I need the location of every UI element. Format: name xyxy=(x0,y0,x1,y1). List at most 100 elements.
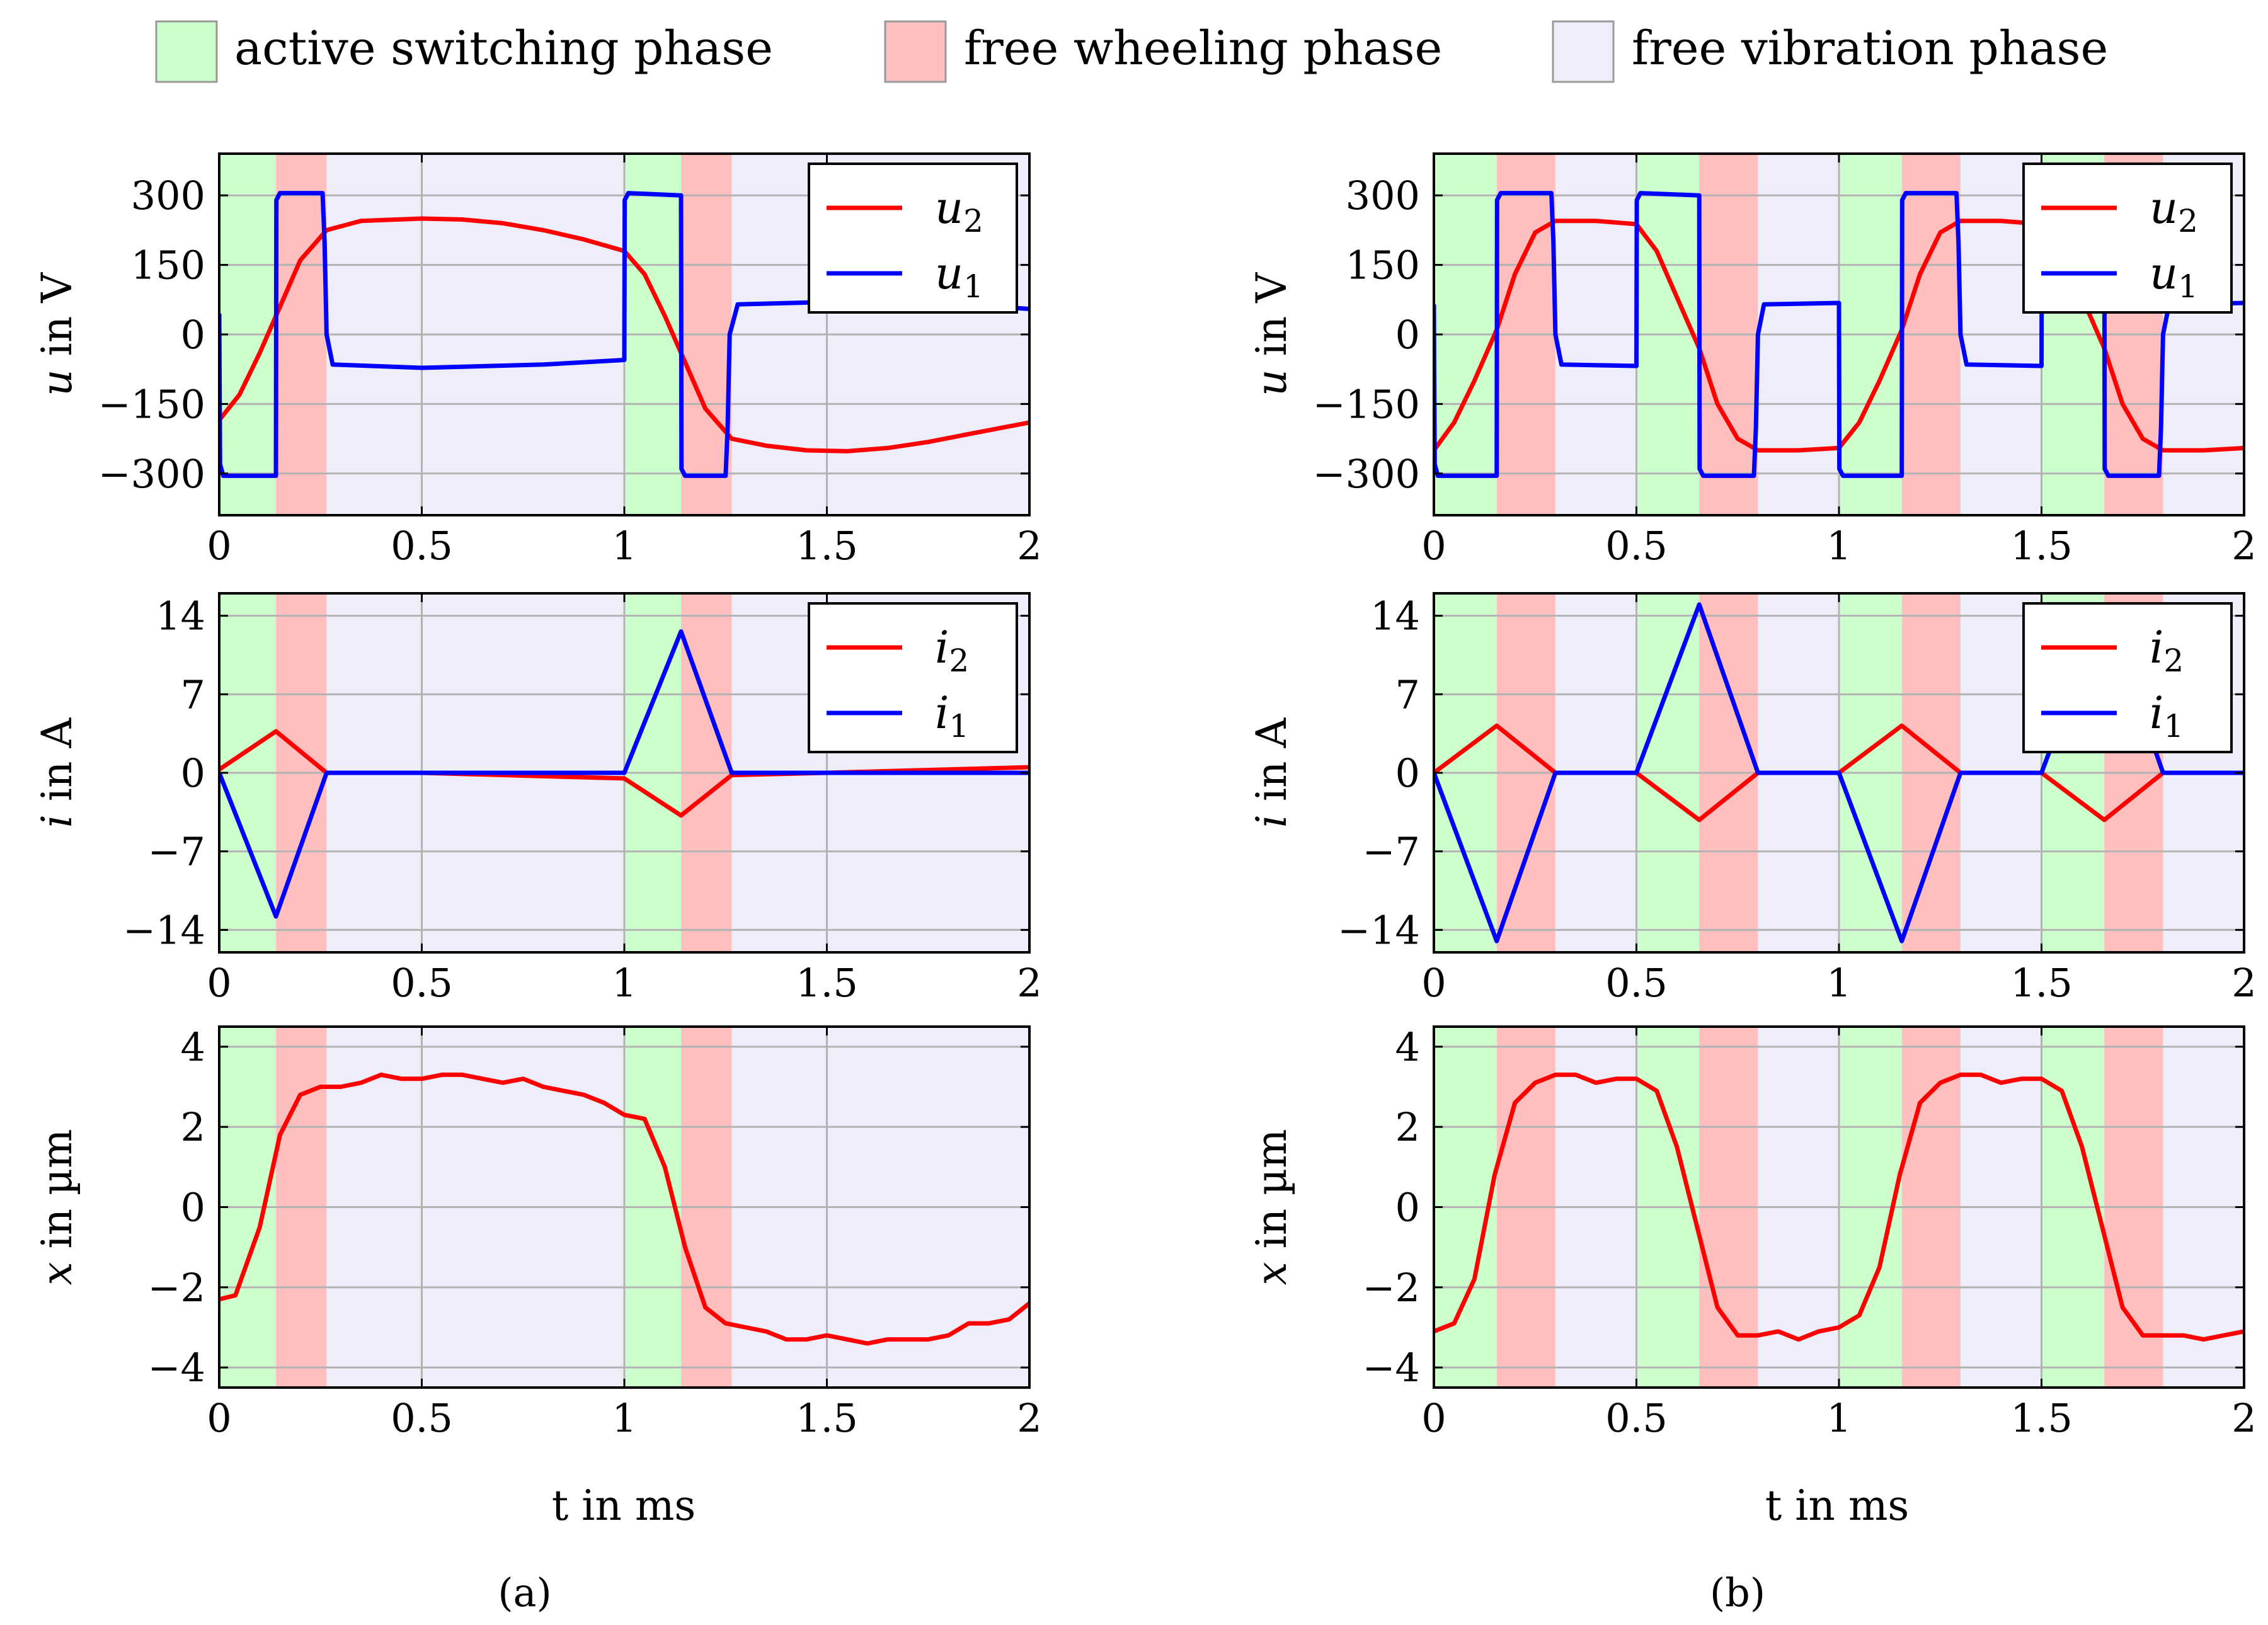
legend-swatch-vibration xyxy=(1552,20,1615,83)
x-tick-label: 0 xyxy=(207,523,231,569)
y-tick-label: 14 xyxy=(1370,593,1420,639)
y-axis-label: x in µm xyxy=(1247,1129,1296,1285)
series-legend-label-u1: u1 xyxy=(2150,248,2198,305)
legend-swatch-wheeling xyxy=(884,20,947,83)
x-tick-label: 1.5 xyxy=(2010,1395,2073,1441)
series-legend-label-u2: u2 xyxy=(2150,182,2198,239)
y-tick-label: −14 xyxy=(123,907,205,953)
y-tick-label: 0 xyxy=(181,312,205,358)
legend-swatch-active xyxy=(155,20,218,83)
y-tick-label: 300 xyxy=(131,173,205,219)
x-tick-label: 1 xyxy=(612,1395,636,1441)
y-tick-label: −150 xyxy=(98,381,205,427)
y-axis-label: i in A xyxy=(1247,717,1296,828)
x-tick-label: 1 xyxy=(612,960,636,1006)
y-tick-label: −2 xyxy=(1363,1265,1420,1311)
y-tick-label: −4 xyxy=(148,1345,205,1391)
x-tick-label: 1 xyxy=(612,523,636,569)
series-legend-box xyxy=(808,162,1018,314)
x-tick-label: 2 xyxy=(2231,523,2256,569)
y-tick-label: 0 xyxy=(1395,1185,1420,1231)
y-tick-label: 4 xyxy=(181,1024,205,1070)
y-axis-label: i in A xyxy=(33,717,81,828)
series-line-x xyxy=(219,1072,1029,1346)
y-tick-label: 0 xyxy=(181,1185,205,1231)
x-tick-label: 0 xyxy=(1421,523,1446,569)
y-tick-label: 0 xyxy=(181,750,205,796)
legend-item-wheeling: free wheeling phase xyxy=(884,20,1442,83)
y-tick-label: 0 xyxy=(1395,750,1420,796)
y-tick-label: −300 xyxy=(98,451,205,497)
x-tick-label: 1.5 xyxy=(796,1395,858,1441)
subcaption-a: (a) xyxy=(498,1570,551,1616)
y-tick-label: −2 xyxy=(148,1265,205,1311)
series-legend-label-i2: i2 xyxy=(2150,622,2184,679)
y-tick-label: 7 xyxy=(181,671,205,717)
x-tick-label: 2 xyxy=(2231,960,2256,1006)
y-tick-label: −7 xyxy=(1363,829,1420,875)
x-tick-label: 1.5 xyxy=(2010,523,2073,569)
subcaption-b: (b) xyxy=(1710,1570,1765,1616)
y-tick-label: 150 xyxy=(1346,242,1420,288)
x-tick-label: 0.5 xyxy=(1605,960,1668,1006)
series-legend-box xyxy=(808,602,1018,753)
x-tick-label: 2 xyxy=(1017,960,1041,1006)
panel-b-3: 420−2−40 0.5 1 1.5 2x in µm xyxy=(1247,1024,2257,1441)
series-legend-label-i1: i1 xyxy=(2150,687,2184,744)
y-axis-label: u in V xyxy=(1247,272,1296,396)
panel-a-3: 420−2−40 0.5 1 1.5 2x in µm xyxy=(33,1024,1042,1441)
series-legend-box xyxy=(2022,162,2233,314)
legend-label-active: active switching phase xyxy=(234,21,773,76)
y-tick-label: 7 xyxy=(1395,671,1420,717)
y-tick-label: 14 xyxy=(156,593,205,639)
x-tick-label: 0.5 xyxy=(391,523,453,569)
x-tick-label: 0 xyxy=(1421,1395,1446,1441)
x-tick-label: 0 xyxy=(1421,960,1446,1006)
y-tick-label: −300 xyxy=(1313,451,1420,497)
x-tick-label: 1.5 xyxy=(796,523,858,569)
series-line-x xyxy=(1434,1072,2244,1342)
x-tick-label: 2 xyxy=(2231,1395,2256,1441)
y-axis-label: x in µm xyxy=(33,1129,81,1285)
y-tick-label: −150 xyxy=(1313,381,1420,427)
legend-label-vibration: free vibration phase xyxy=(1632,21,2108,76)
x-tick-label: 0.5 xyxy=(391,960,453,1006)
y-tick-label: −4 xyxy=(1363,1345,1420,1391)
xlabel-a: t in ms xyxy=(552,1481,696,1530)
y-axis-label: u in V xyxy=(33,272,81,396)
y-tick-label: 2 xyxy=(1395,1104,1420,1150)
legend-item-vibration: free vibration phase xyxy=(1552,20,2108,83)
legend-label-wheeling: free wheeling phase xyxy=(964,21,1442,76)
x-tick-label: 0.5 xyxy=(391,1395,453,1441)
series-legend-label-i2: i2 xyxy=(935,622,969,679)
x-tick-label: 0.5 xyxy=(1605,523,1668,569)
phase-legend: active switching phase free wheeling pha… xyxy=(155,20,2108,83)
x-tick-label: 0.5 xyxy=(1605,1395,1668,1441)
y-tick-label: 300 xyxy=(1346,173,1420,219)
x-tick-label: 1 xyxy=(1826,523,1851,569)
y-tick-label: −7 xyxy=(148,829,205,875)
x-tick-label: 2 xyxy=(1017,523,1041,569)
x-tick-label: 1 xyxy=(1826,1395,1851,1441)
x-tick-label: 1.5 xyxy=(2010,960,2073,1006)
y-tick-label: 150 xyxy=(131,242,205,288)
series-legend-label-u1: u1 xyxy=(935,248,983,305)
x-tick-label: 2 xyxy=(1017,1395,1041,1441)
y-tick-label: 2 xyxy=(181,1104,205,1150)
series-legend-label-i1: i1 xyxy=(935,687,969,744)
xlabel-b: t in ms xyxy=(1765,1481,1910,1530)
x-tick-label: 1 xyxy=(1826,960,1851,1006)
series-legend-label-u2: u2 xyxy=(935,182,983,239)
x-tick-label: 1.5 xyxy=(796,960,858,1006)
x-tick-label: 0 xyxy=(207,1395,231,1441)
